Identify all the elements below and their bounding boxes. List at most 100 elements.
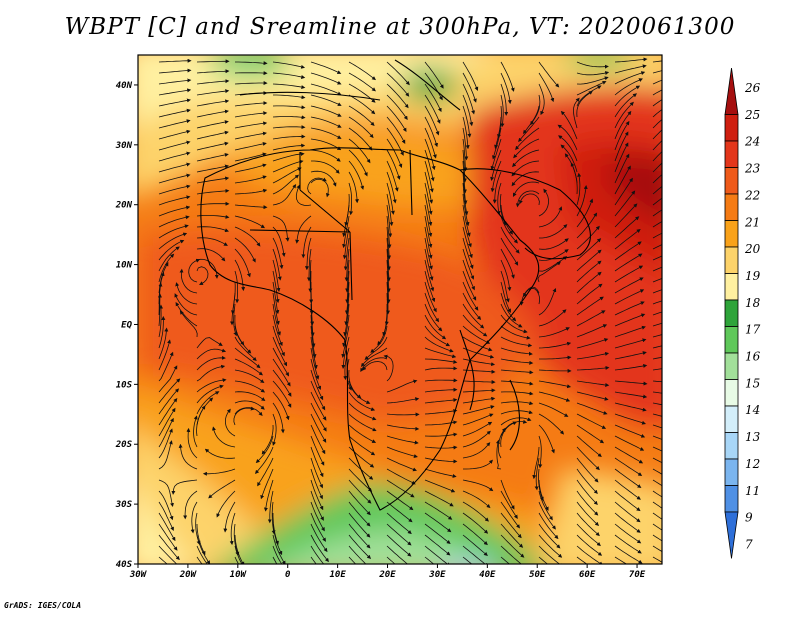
lat-tick-label: 10N [116,261,133,271]
streamline [500,512,522,539]
streamline [538,368,572,373]
streamline [424,270,436,303]
streamline [386,457,417,472]
streamline [424,116,439,148]
streamline [462,116,470,150]
streamline [614,512,641,533]
streamline [462,388,496,393]
streamline [348,490,371,516]
streamline [462,442,491,459]
streamline [424,378,458,383]
streamline [158,304,163,338]
streamline [386,397,420,404]
streamline [234,81,268,86]
streamline [158,501,174,532]
streamline [158,440,173,470]
streamline [462,72,477,103]
streamline [234,380,266,393]
streamline [234,101,268,107]
colorbar-swatch [724,511,739,559]
streamline [424,358,458,364]
streamline [234,175,267,184]
streamline [576,380,610,387]
streamline [344,281,350,315]
streamline [196,237,228,246]
streamline [538,413,565,435]
streamline [196,130,229,140]
lat-tick-label: 30N [115,141,133,151]
streamline [158,545,178,564]
streamline [424,171,434,204]
streamline [652,380,662,383]
footer-credit: GrADS: IGES/COLA [4,601,82,610]
streamline [576,238,602,261]
streamline [235,61,268,66]
streamline [424,226,433,259]
streamline [652,334,662,338]
streamline [386,127,404,156]
streamline [272,380,292,408]
streamline [377,314,388,346]
streamline [614,479,641,500]
streamline [158,490,174,521]
streamline [462,336,493,352]
streamline [576,283,603,305]
streamline [519,286,540,306]
streamline [304,237,312,271]
streamline [424,468,457,478]
streamline [386,105,407,133]
streamline [538,490,553,521]
streamline [424,336,454,353]
streamline [196,534,211,564]
streamline [538,341,572,349]
streamline [216,490,236,518]
streamline [462,413,494,426]
streamline [424,72,443,101]
streamline [341,325,350,358]
streamline [614,380,648,386]
streamline [424,182,433,215]
streamline [272,369,292,397]
streamline [272,281,280,315]
streamline [190,501,198,534]
streamline [310,116,342,128]
streamline [386,259,391,293]
streamline [614,85,641,107]
colorbar-swatch [724,379,739,407]
streamline [424,479,456,493]
streamline [348,391,376,411]
streamline [272,391,290,421]
streamline [652,356,662,360]
streamline [234,121,268,129]
streamline [272,72,306,79]
streamline [273,94,306,100]
streamline [518,116,540,143]
streamline [310,380,326,411]
lon-tick-label: 20W [179,570,198,580]
streamline [348,72,376,92]
streamline [272,174,300,195]
streamline [158,523,178,551]
streamline [538,61,560,88]
streamline [310,61,342,74]
streamline [462,215,472,248]
streamline [196,214,230,219]
streamline [500,479,515,510]
streamline [272,215,290,242]
streamline [196,545,208,564]
streamline [158,215,190,228]
streamline [344,292,350,326]
streamline [424,398,458,404]
streamline [576,324,608,338]
streamline [424,512,452,533]
colorbar-label: 15 [745,376,760,390]
streamline [386,446,418,458]
streamline [348,512,371,538]
streamline [614,402,647,412]
streamline [576,468,598,494]
streamline [186,427,198,459]
streamline [295,184,312,206]
streamline [652,468,662,475]
streamline [462,226,473,259]
